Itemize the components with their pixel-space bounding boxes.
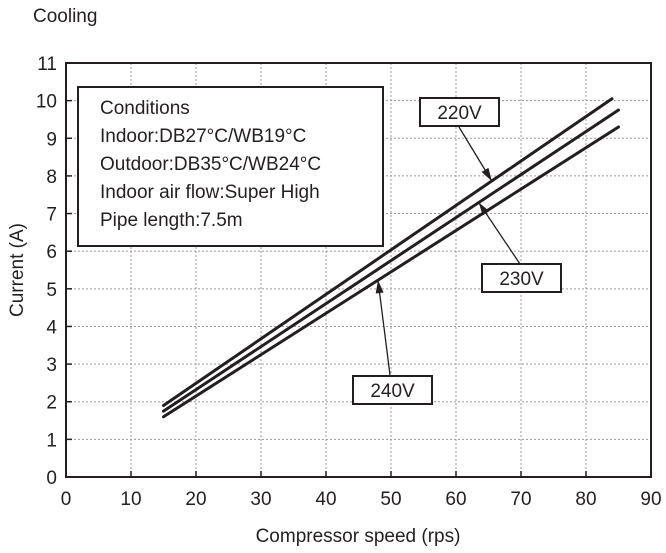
y-tick-label: 4 [46, 317, 57, 338]
y-tick-label: 3 [46, 355, 57, 376]
y-axis-ticks: 0 1 2 3 4 5 6 7 8 9 10 11 [36, 54, 72, 489]
x-tick-label: 70 [510, 489, 531, 510]
callout-240v: 240V [352, 375, 433, 405]
y-tick-label: 9 [46, 129, 57, 150]
x-tick-label: 10 [120, 489, 141, 510]
callout-arrowhead [481, 167, 492, 181]
callout-arrow-line [377, 280, 391, 376]
callout-230v: 230V [481, 263, 562, 293]
x-tick-label: 90 [640, 489, 661, 510]
conditions-title: Conditions [100, 98, 190, 119]
x-axis-ticks: 0 10 20 30 40 50 60 70 80 90 [61, 471, 662, 510]
y-tick-label: 10 [36, 92, 57, 113]
chart-heading: Cooling [33, 6, 98, 27]
conditions-line: Indoor:DB27°C/WB19°C [100, 126, 306, 147]
y-tick-label: 5 [46, 280, 57, 301]
callout-240v-label: 240V [370, 381, 415, 402]
x-tick-label: 0 [61, 489, 72, 510]
conditions-box: Conditions Indoor:DB27°C/WB19°C Outdoor:… [77, 86, 384, 247]
y-tick-label: 0 [46, 468, 57, 489]
conditions-line: Pipe length:7.5m [100, 210, 243, 231]
x-tick-label: 30 [250, 489, 271, 510]
conditions-line: Indoor air flow:Super High [100, 182, 320, 203]
series-line-240v [162, 125, 620, 419]
y-tick-label: 7 [46, 205, 57, 226]
callout-arrows [375, 126, 521, 376]
y-tick-label: 11 [37, 54, 57, 75]
plot-frame [65, 62, 652, 478]
series-group [162, 97, 620, 419]
y-tick-label: 6 [46, 242, 57, 263]
y-tick-label: 1 [46, 430, 57, 451]
x-tick-label: 80 [575, 489, 596, 510]
x-tick-label: 60 [445, 489, 466, 510]
series-line-230v [162, 108, 620, 413]
x-tick-label: 50 [380, 489, 401, 510]
y-axis-title: Current (A) [7, 223, 28, 317]
y-tick-label: 2 [46, 393, 57, 414]
y-tick-label: 8 [46, 167, 57, 188]
conditions-line: Outdoor:DB35°C/WB24°C [100, 154, 321, 175]
series-line-220v [162, 97, 614, 407]
x-tick-label: 20 [185, 489, 206, 510]
callout-arrowhead [375, 280, 384, 294]
callout-230v-label: 230V [499, 269, 544, 290]
x-axis-title: Compressor speed (rps) [256, 526, 461, 547]
callout-arrowhead [478, 202, 490, 216]
callout-220v: 220V [419, 97, 500, 127]
callout-220v-label: 220V [437, 103, 482, 124]
x-tick-label: 40 [315, 489, 336, 510]
